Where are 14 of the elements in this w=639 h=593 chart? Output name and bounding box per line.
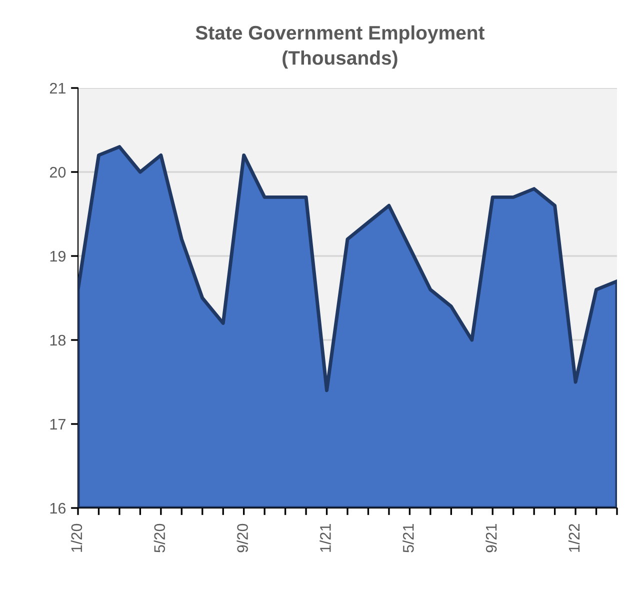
x-tick-label: 1/22 [568, 524, 580, 552]
x-tick-label: 1/21 [320, 524, 331, 552]
chart-title: State Government Employment (Thousands) [196, 25, 484, 69]
x-tick-label: 5/20 [154, 524, 166, 552]
y-tick-label: 21 [50, 82, 66, 94]
y-tick-label: 18 [50, 334, 66, 346]
x-tick-label: 1/20 [70, 524, 82, 552]
x-tick-label: 9/21 [485, 524, 497, 552]
x-tick-label: 9/20 [236, 524, 248, 552]
y-tick-label: 16 [50, 502, 66, 514]
y-tick-label: 19 [50, 250, 66, 262]
x-tick-label: 5/21 [402, 524, 414, 552]
y-tick-label: 17 [50, 419, 66, 430]
y-tick-label: 20 [50, 166, 66, 178]
